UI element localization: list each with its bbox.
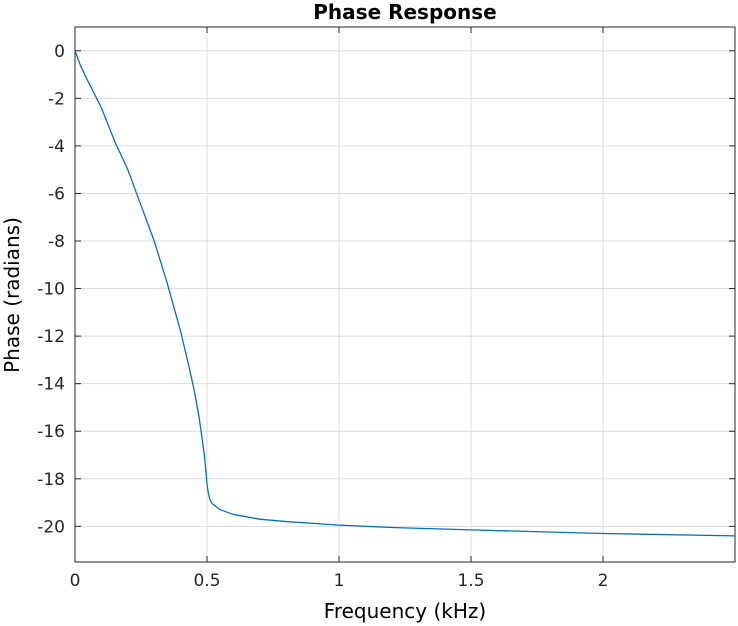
series-layer [74,50,736,537]
y-tick-label: -12 [37,327,65,347]
x-tick-label: 1.5 [457,571,484,591]
phase-series-line [74,50,736,537]
y-tick-label: -14 [37,375,65,395]
y-tick-label: -10 [37,280,65,300]
y-tick-label: -16 [37,422,65,442]
chart-title: Phase Response [313,0,496,24]
y-tick-label: -20 [37,517,65,537]
y-tick-label: -2 [48,89,65,109]
y-tick-label: -4 [48,137,65,157]
plot-area [74,26,736,563]
x-tick-label: 0 [70,571,81,591]
x-axis-label: Frequency (kHz) [324,599,486,623]
x-tick-label: 2 [598,571,609,591]
y-tick-label: -8 [48,232,65,252]
axis-ticks: 0 0.5 1 1.5 2 0 -2 -4 -6 -8 -10 -12 -14 -16 -18 -20 [37,27,735,591]
y-tick-label: -6 [48,184,65,204]
y-tick-label: 0 [54,42,65,62]
y-axis-label: Phase (radians) [0,217,24,373]
x-tick-label: 1 [334,571,345,591]
x-tick-label: 0.5 [193,571,220,591]
grid [74,27,735,562]
y-tick-label: -18 [37,470,65,490]
